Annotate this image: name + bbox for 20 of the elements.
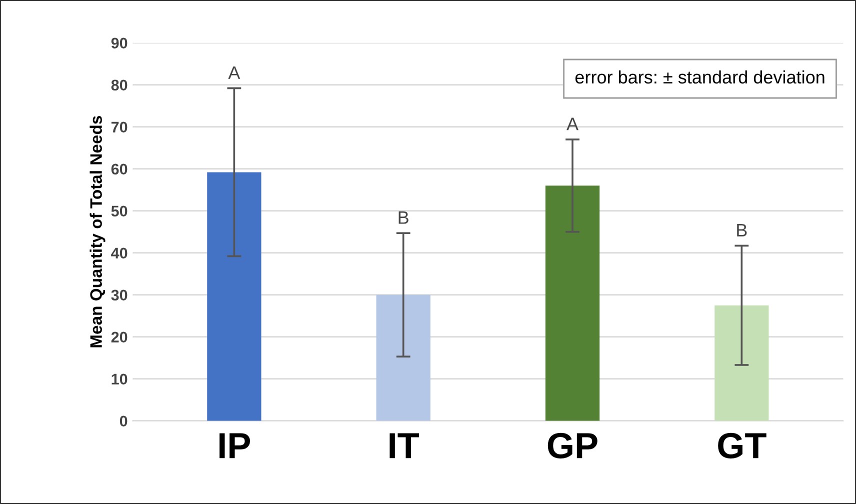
annotation: B xyxy=(737,224,747,236)
annotation: A xyxy=(566,118,578,130)
x-tick-label: GT xyxy=(718,432,766,458)
y-axis-title: Mean Quantity of Total Needs xyxy=(90,116,106,348)
annotation: A xyxy=(228,66,240,79)
x-tick-label: IP xyxy=(220,433,250,458)
annotation: B xyxy=(398,211,408,224)
y-tick-label: 80 xyxy=(111,80,128,91)
y-tick-label: 90 xyxy=(111,38,128,49)
x-tick-label: IT xyxy=(390,433,419,458)
y-tick-label: 60 xyxy=(111,164,128,175)
y-tick-label: 30 xyxy=(111,290,128,301)
y-tick-label: 10 xyxy=(112,374,128,385)
y-tick-label: 70 xyxy=(111,122,128,133)
annotation: error bars: ± standard deviation xyxy=(575,70,824,84)
x-tick-label: GP xyxy=(548,432,598,458)
y-tick-label: 0 xyxy=(120,416,128,427)
y-tick-label: 50 xyxy=(111,206,128,217)
y-tick-label: 20 xyxy=(111,332,128,343)
y-tick-label: 40 xyxy=(111,248,128,259)
